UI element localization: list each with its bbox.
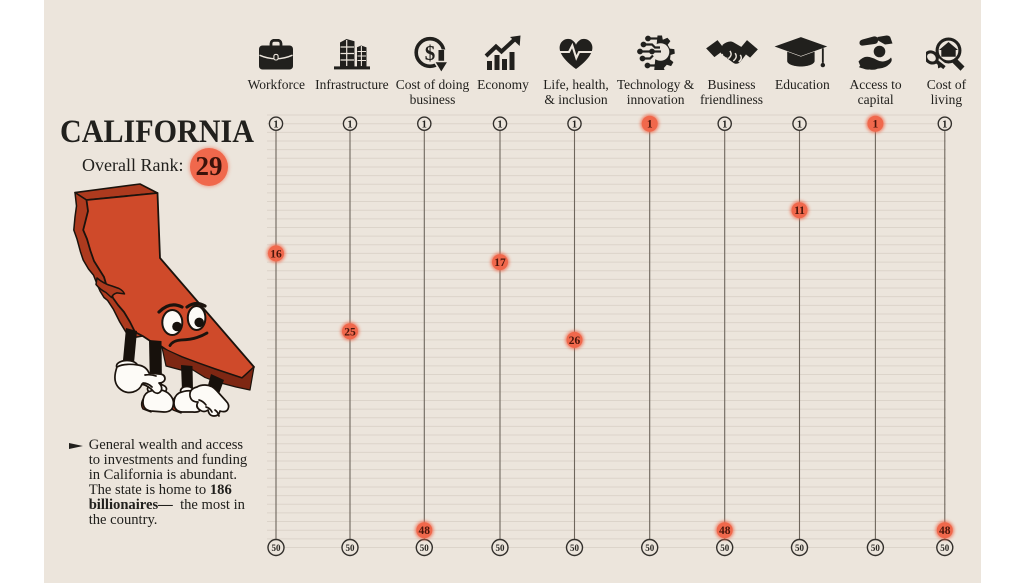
svg-text:1: 1 [273, 119, 278, 130]
svg-text:50: 50 [346, 543, 356, 553]
svg-text:1: 1 [572, 119, 577, 130]
svg-text:48: 48 [939, 525, 951, 537]
svg-text:50: 50 [645, 543, 655, 553]
svg-text:1: 1 [873, 119, 879, 131]
svg-text:50: 50 [795, 543, 805, 553]
svg-text:50: 50 [272, 543, 282, 553]
svg-text:48: 48 [419, 525, 431, 537]
svg-text:1: 1 [722, 119, 727, 130]
svg-text:17: 17 [494, 257, 506, 269]
svg-text:50: 50 [420, 543, 430, 553]
svg-text:48: 48 [719, 525, 731, 537]
svg-text:11: 11 [794, 205, 805, 217]
svg-text:1: 1 [347, 119, 352, 130]
svg-text:25: 25 [344, 326, 356, 338]
svg-text:16: 16 [270, 248, 282, 260]
svg-text:50: 50 [720, 543, 730, 553]
svg-text:50: 50 [496, 543, 506, 553]
svg-text:1: 1 [422, 119, 427, 130]
svg-text:26: 26 [569, 335, 581, 347]
svg-text:50: 50 [871, 543, 881, 553]
svg-text:50: 50 [940, 543, 950, 553]
svg-text:50: 50 [570, 543, 580, 553]
svg-text:1: 1 [647, 119, 653, 131]
svg-text:1: 1 [797, 119, 802, 130]
svg-text:1: 1 [942, 119, 947, 130]
svg-text:$: $ [425, 41, 436, 65]
svg-text:1: 1 [497, 119, 502, 130]
